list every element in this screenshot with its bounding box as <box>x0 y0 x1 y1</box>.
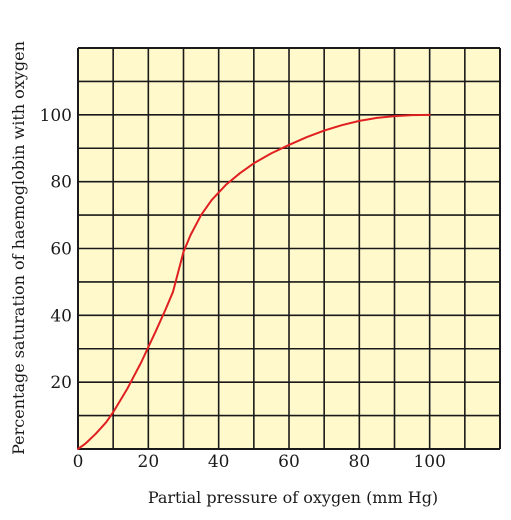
y-tick-label: 60 <box>50 240 72 260</box>
x-tick-labels: 0 20 40 60 80 100 <box>73 452 446 472</box>
x-tick-label: 0 <box>73 452 84 472</box>
y-tick-label: 40 <box>50 306 72 326</box>
y-tick-label: 20 <box>50 373 72 393</box>
x-tick-label: 100 <box>413 452 445 472</box>
y-axis-title: Percentage saturation of haemoglobin wit… <box>9 41 28 455</box>
grid-lines <box>77 47 501 450</box>
x-axis-title: Partial pressure of oxygen (mm Hg) <box>148 488 438 507</box>
y-tick-labels: 20 40 60 80 100 <box>40 106 72 393</box>
x-tick-label: 40 <box>208 452 230 472</box>
y-tick-label: 100 <box>40 106 72 126</box>
y-tick-label: 80 <box>50 173 72 193</box>
x-tick-label: 80 <box>349 452 371 472</box>
x-tick-label: 60 <box>278 452 300 472</box>
saturation-curve <box>77 113 431 450</box>
x-tick-label: 20 <box>138 452 160 472</box>
